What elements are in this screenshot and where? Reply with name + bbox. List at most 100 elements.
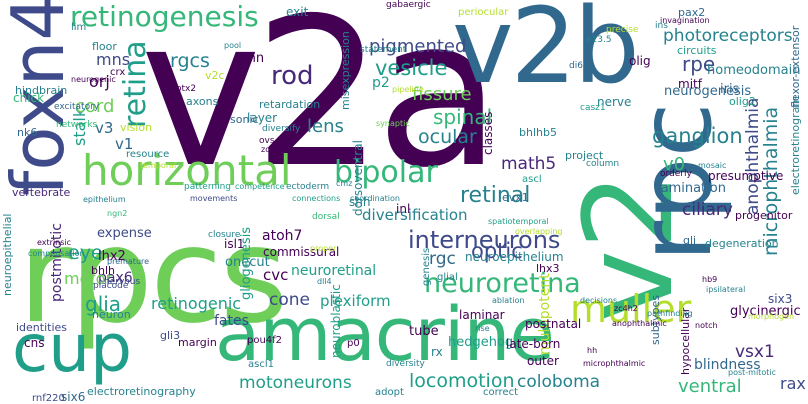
word-pax2: pax2 [678,6,706,19]
word-overlapping: overlapping [515,227,563,236]
word-extrinsic: extrinsic [37,238,72,247]
word-casz1: casz1 [580,103,606,113]
word-laminar: laminar [459,308,505,322]
word-shh: shh [349,195,371,209]
word-exit: exit [286,5,309,19]
word-synaptic: synaptic [376,119,410,128]
word-tube: tube [409,324,439,339]
word-lhx3: lhx3 [536,262,560,275]
word-evx1: evx1 [502,191,529,204]
word-closure: closure [208,230,241,240]
word-gli: gli [683,234,697,247]
word-outer: outer [527,354,559,368]
word-cord: cord [75,96,115,117]
word-otx2: otx2 [176,84,197,94]
word-mns: mns [96,50,131,69]
word-electroretinography: electroretinography [87,385,196,398]
word-commissural: commissural [263,245,340,259]
word-ins: ins [655,21,668,31]
word-motoneurons: motoneurons [239,373,352,393]
word-pmn: pmn [235,51,265,66]
word-eye: eye [68,242,103,264]
word-adopt: adopt [375,387,404,398]
word-neuroepithelial: neuroepithelial [1,213,14,297]
word-atoh7: atoh7 [262,228,303,244]
word-nervous: nervous [104,277,141,287]
word-cone: cone [269,290,310,310]
word-neurogenic: neurogenic [71,75,116,84]
word-dll4: dll4 [317,277,332,286]
word-periocular: periocular [458,7,509,18]
word-glial: glial [437,272,458,283]
word-ovs: ovs [259,136,275,146]
word-ectoderm: ectoderm [286,182,330,192]
word-rnf220: rnf220 [32,393,65,404]
word-neuroretinal: neuroretinal [291,263,377,279]
word-rise: rise [475,324,490,333]
word-hb9: hb9 [702,275,718,284]
word-axons: axons [186,95,219,108]
word-glycinergic: glycinergic [730,304,801,319]
word-postnatal: postnatal [525,317,582,331]
word-diversify: diversify [262,124,301,134]
word-vertebrate: vertebrate [12,186,71,199]
word-olig2: olig2 [729,95,756,108]
word-presumptive: presumptive [708,169,784,183]
word-vsx1: vsx1 [735,342,775,362]
word-connections: connections [292,194,341,203]
word-inl: inl [396,202,411,216]
word-chick: chick [13,91,45,105]
word-decisions: decisions [580,296,618,305]
word-premature: premature [107,257,150,266]
word-gabaergic: gabaergic [386,0,431,10]
word-lim: lim [71,22,87,33]
word-neuroepithelium: neuroepithelium [465,250,564,264]
word-diversity: diversity [386,359,425,369]
word-notch: notch [695,321,718,330]
word-v2b: v2b [452,0,640,107]
word-v1: v1 [115,135,134,153]
word-orj: orj [89,72,110,91]
word-anophthalmic: anophthalmic [612,319,667,328]
word-project: project [565,149,604,162]
word-identities: identities [16,321,68,334]
word-neuroblastic: neuroblastic [329,284,343,358]
word-compensation: compensation [28,249,85,258]
word-bipolar: bipolar [334,155,438,190]
word-networks: networks [56,120,98,130]
word-neuroretina: neuroretina [424,268,581,299]
word-lhx2: lhx2 [98,249,126,264]
word-hedgehog: hedgehog [448,335,514,350]
word-plexiform: plexiform [320,292,391,310]
word-rgcs: rgcs [170,50,210,72]
word-six6: six6 [61,390,86,404]
word-temporal: temporal [140,161,177,170]
word-pax6: pax6 [98,270,133,286]
word-post-mitotic: post-mitotic [728,368,776,377]
word-ventral: ventral [678,376,742,397]
word-movements: movements [190,194,238,203]
word-interneurons: interneurons [408,226,561,254]
word-isl1: isl1 [224,237,245,251]
word-optic: optic [471,239,523,263]
word-precise: precise [606,25,639,35]
word-neuron: neuron [92,308,131,321]
word-iris: iris [720,82,740,97]
word-zone: zone [261,145,281,154]
word-locomotion: locomotion [409,370,515,392]
word-onecut: onecut [225,255,270,270]
word-morphogen: morphogen [748,312,795,321]
word-coloboma: coloboma [517,372,601,392]
word-muller: muller [570,287,692,331]
word-ascl1: ascl1 [248,359,274,370]
word-nerve: nerve [597,95,632,109]
word-retinogenic: retinogenic [151,294,242,313]
word-fissure: fissure [412,84,472,105]
word-v3: v3 [95,119,114,137]
word-blindness: blindness [694,357,761,373]
word-diversification: diversification [362,206,468,224]
word-margin: margin [178,336,217,349]
word-retardation: retardation [259,98,321,111]
word-v2c: v2c [205,69,225,82]
word-ablation: ablation [492,296,525,305]
